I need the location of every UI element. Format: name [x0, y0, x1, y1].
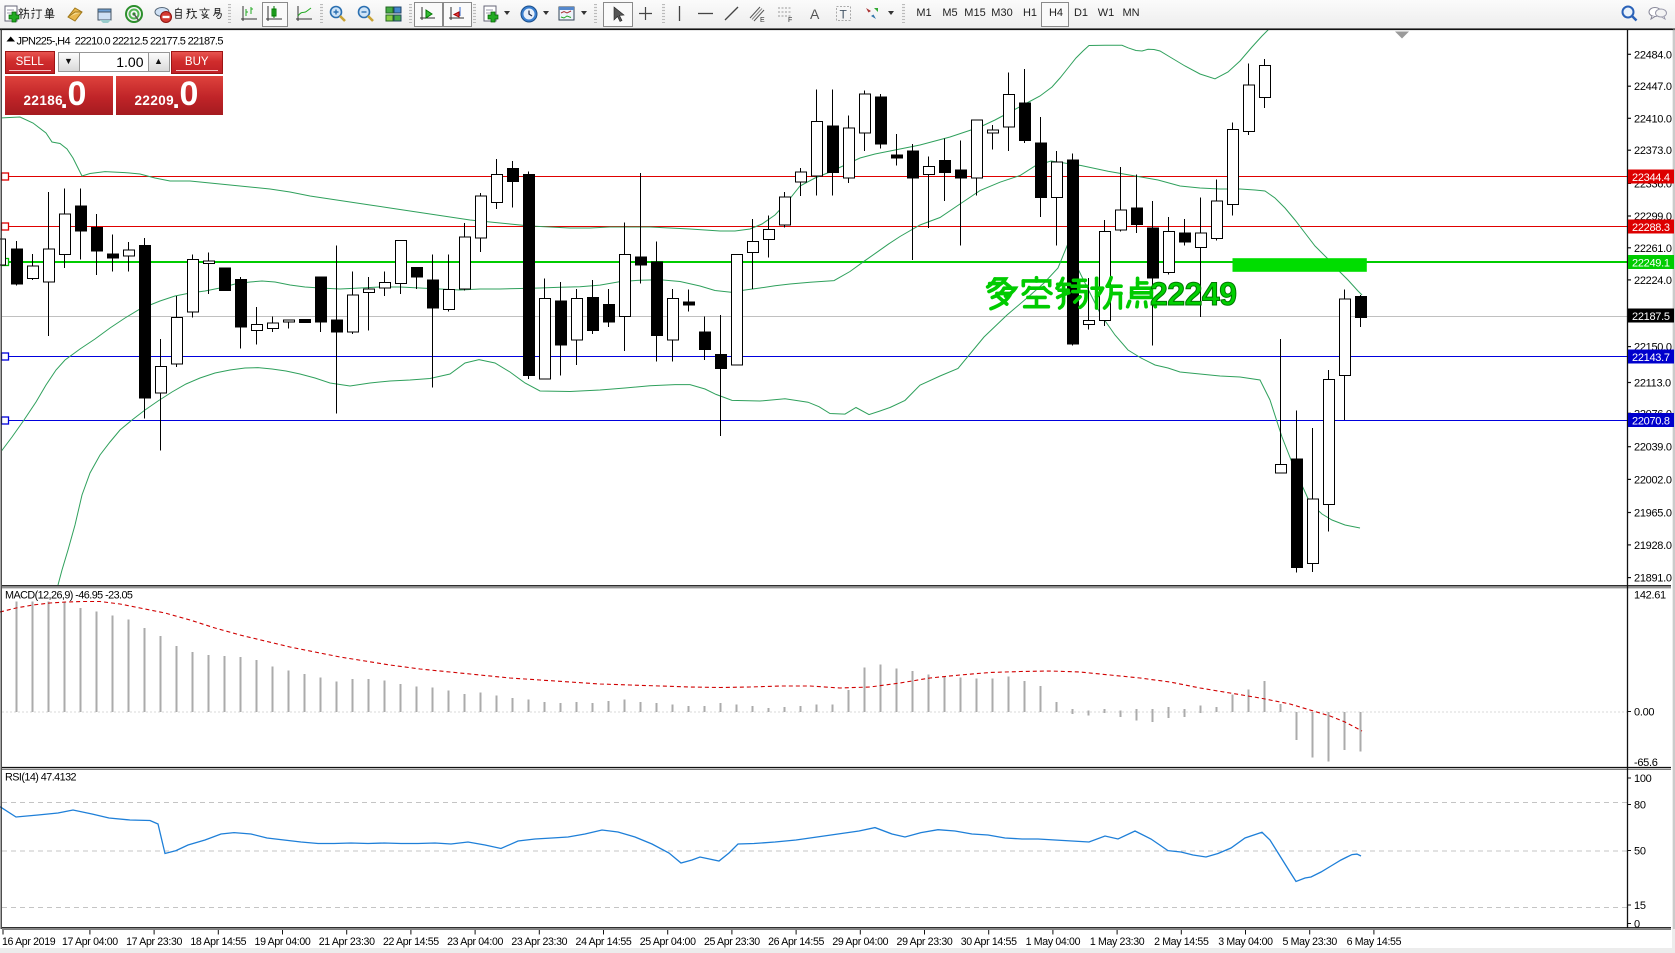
svg-text:25 Apr 04:00: 25 Apr 04:00 — [640, 936, 696, 948]
svg-text:22187.5: 22187.5 — [1632, 311, 1670, 323]
svg-text:17 Apr 04:00: 17 Apr 04:00 — [62, 936, 118, 948]
svg-text:50: 50 — [1634, 846, 1646, 858]
svg-text:22002.0: 22002.0 — [1634, 474, 1672, 486]
svg-text:5 May 23:30: 5 May 23:30 — [1282, 936, 1337, 948]
svg-text:22484.0: 22484.0 — [1634, 49, 1672, 61]
svg-text:100: 100 — [1634, 773, 1652, 785]
svg-text:-65.6: -65.6 — [1634, 757, 1658, 769]
svg-text:80: 80 — [1634, 800, 1646, 812]
svg-text:22113.0: 22113.0 — [1634, 378, 1671, 390]
svg-text:22447.0: 22447.0 — [1634, 81, 1672, 93]
svg-text:T: T — [840, 8, 848, 22]
svg-text:MACD(12,26,9) -46.95 -23.05: MACD(12,26,9) -46.95 -23.05 — [5, 590, 133, 602]
svg-text:25 Apr 23:30: 25 Apr 23:30 — [704, 936, 760, 948]
svg-text:22143.7: 22143.7 — [1632, 352, 1670, 364]
svg-text:RSI(14) 47.4132: RSI(14) 47.4132 — [5, 772, 77, 784]
svg-text:26 Apr 14:55: 26 Apr 14:55 — [768, 936, 824, 948]
svg-text:22249: 22249 — [1150, 276, 1236, 312]
svg-text:22070.8: 22070.8 — [1632, 416, 1670, 428]
svg-text:29 Apr 23:30: 29 Apr 23:30 — [897, 936, 953, 948]
svg-text:29 Apr 04:00: 29 Apr 04:00 — [832, 936, 888, 948]
svg-text:16 Apr 2019: 16 Apr 2019 — [2, 936, 56, 948]
svg-text:21928.0: 21928.0 — [1634, 540, 1672, 552]
svg-text:JPN225-,H4 22210.0 22212.5 22: JPN225-,H4 22210.0 22212.5 22177.5 22187… — [17, 36, 224, 48]
svg-text:22410.0: 22410.0 — [1634, 113, 1672, 125]
svg-text:22249.1: 22249.1 — [1632, 258, 1670, 270]
svg-text:22039.0: 22039.0 — [1634, 442, 1672, 454]
svg-text:142.61: 142.61 — [1634, 590, 1666, 602]
svg-text:0: 0 — [1634, 919, 1640, 931]
svg-text:21 Apr 23:30: 21 Apr 23:30 — [319, 936, 375, 948]
svg-text:21891.0: 21891.0 — [1634, 573, 1672, 585]
svg-text:22288.3: 22288.3 — [1632, 222, 1670, 234]
svg-text:23 Apr 23:30: 23 Apr 23:30 — [511, 936, 567, 948]
svg-text:15: 15 — [1634, 900, 1646, 912]
svg-text:22373.0: 22373.0 — [1634, 145, 1672, 157]
svg-text:6 May 14:55: 6 May 14:55 — [1347, 936, 1402, 948]
svg-text:E: E — [760, 17, 765, 24]
svg-text:22261.0: 22261.0 — [1634, 243, 1672, 255]
svg-text:21965.0: 21965.0 — [1634, 508, 1672, 520]
svg-text:0.00: 0.00 — [1634, 707, 1654, 719]
svg-text:23 Apr 04:00: 23 Apr 04:00 — [447, 936, 503, 948]
svg-text:19 Apr 04:00: 19 Apr 04:00 — [255, 936, 311, 948]
svg-text:22 Apr 14:55: 22 Apr 14:55 — [383, 936, 439, 948]
svg-text:22224.0: 22224.0 — [1634, 275, 1672, 287]
svg-text:24 Apr 14:55: 24 Apr 14:55 — [576, 936, 632, 948]
svg-text:17 Apr 23:30: 17 Apr 23:30 — [126, 936, 182, 948]
svg-text:1 May 04:00: 1 May 04:00 — [1026, 936, 1081, 948]
svg-text:1 May 23:30: 1 May 23:30 — [1090, 936, 1145, 948]
svg-text:18 Apr 14:55: 18 Apr 14:55 — [190, 936, 246, 948]
svg-text:30 Apr 14:55: 30 Apr 14:55 — [961, 936, 1017, 948]
svg-text:2 May 14:55: 2 May 14:55 — [1154, 936, 1209, 948]
svg-text:22344.4: 22344.4 — [1632, 172, 1670, 184]
svg-text:F: F — [788, 17, 792, 24]
svg-text:3 May 04:00: 3 May 04:00 — [1218, 936, 1273, 948]
svg-text:A: A — [810, 6, 820, 22]
